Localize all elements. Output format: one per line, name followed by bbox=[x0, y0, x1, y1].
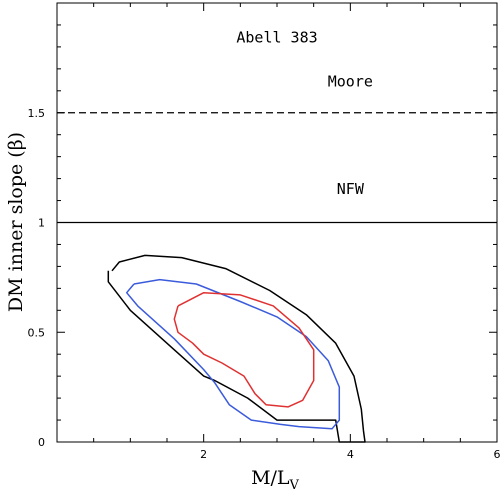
y-tick-label: 1.5 bbox=[28, 107, 46, 120]
annotation-abell-383: Abell 383 bbox=[236, 29, 317, 47]
annotation-moore: Moore bbox=[328, 72, 373, 90]
x-tick-label: 6 bbox=[494, 448, 500, 461]
axis-tick-labels: 2 4 6 0 0.5 1 1.5 bbox=[28, 107, 500, 461]
annotations: Abell 383 Moore NFW bbox=[236, 29, 373, 198]
axis-ticks bbox=[56, 2, 498, 443]
y-tick-label: 1 bbox=[38, 217, 45, 230]
annotation-nfw: NFW bbox=[337, 180, 365, 198]
outer-contour bbox=[107, 254, 366, 443]
y-axis-title: DM inner slope (β) bbox=[5, 132, 27, 312]
inner-contour bbox=[173, 291, 315, 408]
x-tick-label: 2 bbox=[200, 448, 207, 461]
x-axis-title: M/LV bbox=[251, 467, 299, 493]
middle-contour bbox=[125, 278, 341, 430]
y-tick-label: 0 bbox=[38, 436, 45, 449]
confidence-contours bbox=[107, 254, 366, 443]
x-axis-title-subscript: V bbox=[289, 478, 300, 493]
x-tick-label: 4 bbox=[347, 448, 354, 461]
reference-lines bbox=[57, 112, 497, 224]
y-tick-label: 0.5 bbox=[28, 326, 46, 339]
